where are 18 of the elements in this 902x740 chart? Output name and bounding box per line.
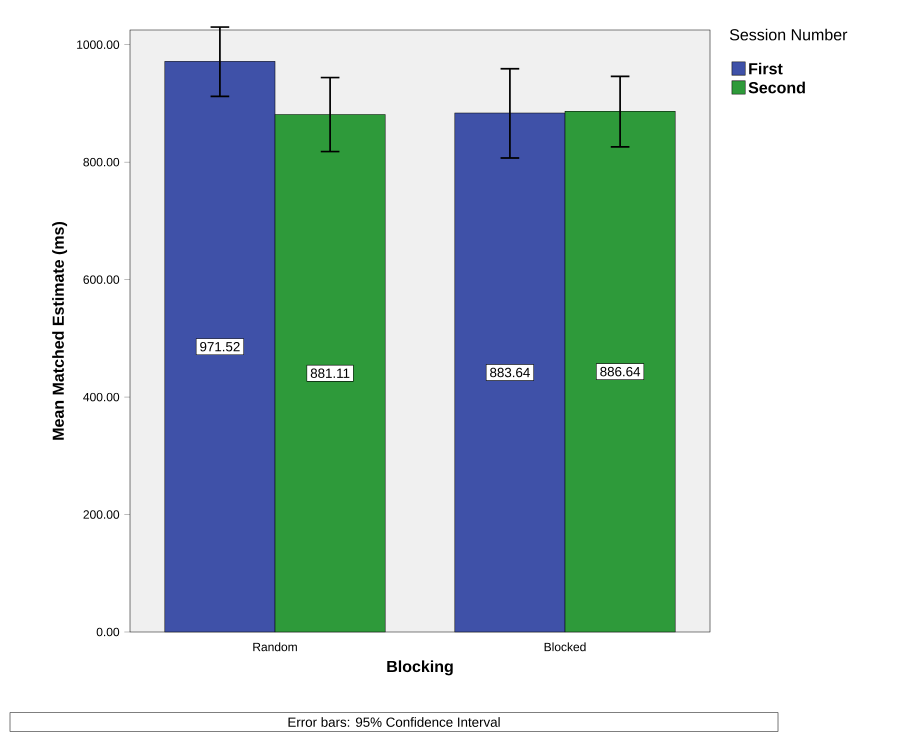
x-tick-label: Blocked [544, 642, 586, 652]
y-tick-label: 200.00 [84, 510, 120, 519]
y-axis-title: Mean Matched Estimate (ms) [52, 222, 68, 440]
y-tick-label: 800.00 [83, 158, 120, 166]
y-tick-label: 400.00 [83, 392, 120, 402]
data-label: 881.11 [310, 368, 350, 378]
legend-title: Session Number [730, 28, 848, 40]
y-tick-label: 0.00 [96, 628, 120, 636]
text: Error bars: 95% Confidence Interval [288, 717, 500, 727]
legend-label: First [749, 62, 783, 74]
y-tick-label: 1000.00 [77, 40, 120, 49]
x-axis-title: Blocking [387, 660, 453, 676]
data-label: 971.52 [200, 342, 240, 352]
x-tick-label: Random [253, 642, 297, 652]
data-label: 886.64 [600, 366, 640, 376]
legend-label: Second [748, 82, 805, 94]
data-label: 883.64 [490, 368, 530, 378]
y-tick-label: 600.00 [84, 275, 120, 284]
